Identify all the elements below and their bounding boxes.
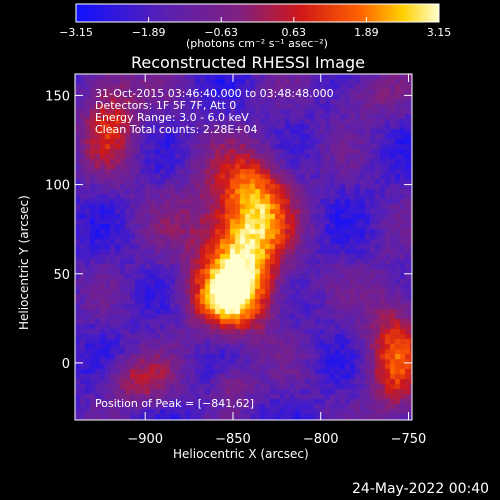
y-axis-label: Heliocentric Y (arcsec) [17,195,31,330]
y-tick-label: 0 [62,357,70,372]
x-tick-label: −900 [127,432,163,447]
y-tick-label: 100 [45,179,70,194]
y-tick-label: 50 [53,268,70,283]
colorbar-tick-label: 0.63 [282,26,307,39]
colorbar-unit-label: (photons cm⁻² s⁻¹ asec⁻²) [186,37,328,50]
plot-frame [74,73,413,421]
annotation-energy-range: Energy Range: 3.0 - 6.0 keV [95,111,249,124]
colorbar-tick-label: −3.15 [59,26,93,39]
x-tick-label: −750 [391,432,427,447]
footer-date: 24-May-2022 00:40 [352,481,490,497]
colorbar-ticks: −3.15 −1.89 −0.63 0.63 1.89 3.15 [59,17,451,39]
colorbar-tick-label: 1.89 [354,26,379,39]
heatmap-image [75,74,412,420]
x-tick-label: −850 [215,432,251,447]
x-tick-label: −800 [303,432,339,447]
x-axis-ticks: −900 −850 −800 −750 [127,74,426,447]
y-axis-ticks: 0 50 100 150 [45,89,412,372]
colorbar-tick-label: −1.89 [132,26,166,39]
x-axis-label: Heliocentric X (arcsec) [173,447,309,461]
annotation-time-range: 31-Oct-2015 03:46:40.000 to 03:48:48.000 [95,87,334,100]
colorbar-gradient [75,3,440,23]
annotation-clean-counts: Clean Total counts: 2.28E+04 [95,123,258,136]
colorbar-tick-label: −0.63 [204,26,238,39]
peak-position-label: Position of Peak = [−841,62] [95,397,255,410]
colorbar-tick-label: 3.15 [427,26,452,39]
y-tick-label: 150 [45,89,70,104]
annotation-detectors: Detectors: 1F 5F 7F, Att 0 [95,99,237,112]
chart-title: Reconstructed RHESSI Image [131,53,365,72]
